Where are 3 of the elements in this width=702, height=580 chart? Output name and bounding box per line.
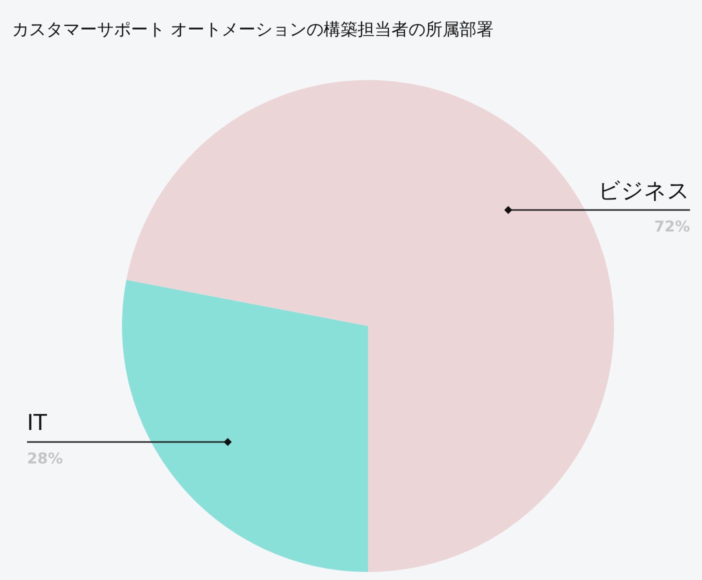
slice-label: ビジネス [598, 178, 690, 204]
chart-title: カスタマーサポート オートメーションの構築担当者の所属部署 [12, 19, 494, 41]
slice-label: IT [27, 411, 48, 436]
